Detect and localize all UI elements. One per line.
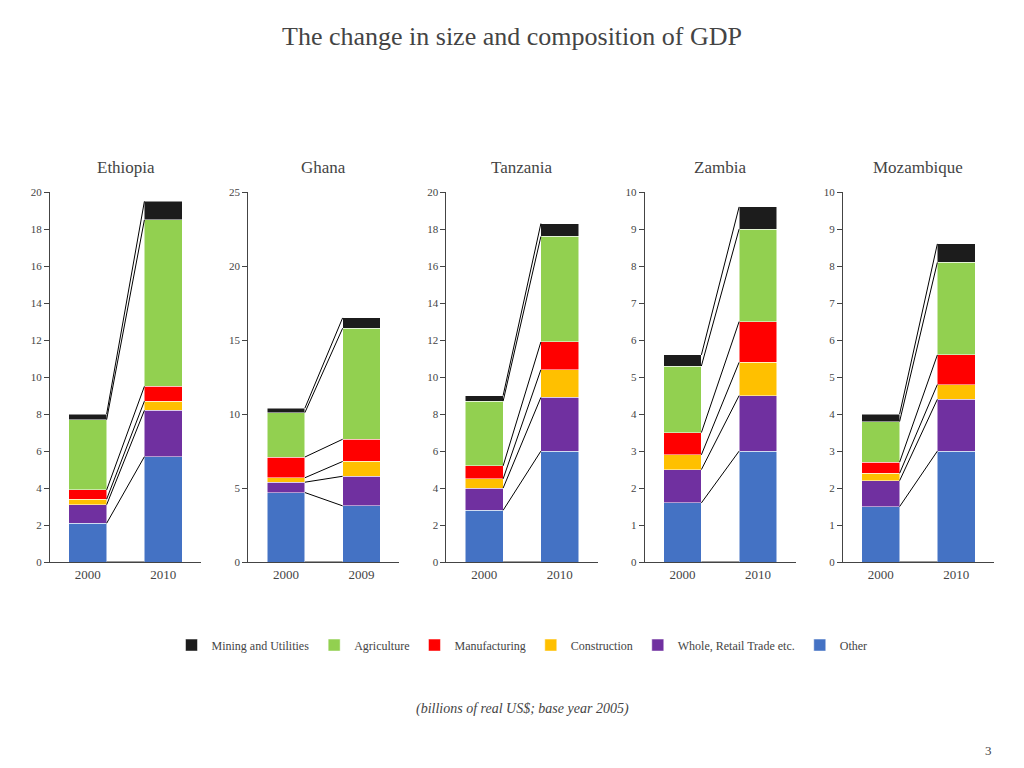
- svg-text:4: 4: [433, 482, 439, 494]
- svg-text:8: 8: [631, 260, 637, 272]
- svg-text:Ethiopia: Ethiopia: [97, 158, 155, 177]
- svg-text:7: 7: [631, 297, 637, 309]
- svg-text:The change in size and composi: The change in size and composition of GD…: [282, 22, 742, 51]
- svg-text:2: 2: [829, 482, 835, 494]
- svg-text:2000: 2000: [669, 567, 695, 582]
- svg-text:Zambia: Zambia: [694, 158, 746, 177]
- svg-text:4: 4: [631, 408, 637, 420]
- svg-text:12: 12: [31, 334, 42, 346]
- svg-text:9: 9: [631, 223, 637, 235]
- svg-text:18: 18: [427, 223, 439, 235]
- svg-text:8: 8: [36, 408, 42, 420]
- svg-text:2: 2: [631, 482, 637, 494]
- svg-text:4: 4: [36, 482, 42, 494]
- svg-text:Construction: Construction: [571, 639, 633, 653]
- svg-text:5: 5: [631, 371, 637, 383]
- svg-text:2000: 2000: [273, 567, 299, 582]
- svg-text:5: 5: [829, 371, 835, 383]
- svg-text:10: 10: [626, 186, 638, 198]
- svg-text:2010: 2010: [745, 567, 771, 582]
- svg-text:3: 3: [985, 743, 992, 758]
- svg-text:18: 18: [31, 223, 43, 235]
- svg-text:(billions of real US$; base ye: (billions of real US$; base year 2005): [416, 701, 629, 717]
- svg-text:2009: 2009: [349, 567, 375, 582]
- svg-text:14: 14: [427, 297, 439, 309]
- svg-text:9: 9: [829, 223, 835, 235]
- svg-text:20: 20: [229, 260, 241, 272]
- svg-text:14: 14: [31, 297, 43, 309]
- svg-text:2010: 2010: [943, 567, 969, 582]
- svg-text:2010: 2010: [547, 567, 573, 582]
- svg-text:12: 12: [427, 334, 438, 346]
- svg-text:10: 10: [824, 186, 836, 198]
- svg-text:Tanzania: Tanzania: [491, 158, 553, 177]
- svg-text:2000: 2000: [868, 567, 894, 582]
- svg-text:0: 0: [829, 556, 835, 568]
- svg-text:Other: Other: [840, 639, 867, 653]
- svg-text:4: 4: [829, 408, 835, 420]
- svg-text:7: 7: [829, 297, 835, 309]
- svg-text:Ghana: Ghana: [301, 158, 346, 177]
- svg-text:10: 10: [427, 371, 439, 383]
- svg-text:6: 6: [829, 334, 835, 346]
- svg-text:Manufacturing: Manufacturing: [454, 639, 525, 653]
- svg-text:20: 20: [31, 186, 43, 198]
- svg-text:8: 8: [829, 260, 835, 272]
- svg-text:3: 3: [829, 445, 835, 457]
- svg-text:1: 1: [829, 519, 835, 531]
- svg-text:0: 0: [631, 556, 637, 568]
- svg-text:Mozambique: Mozambique: [873, 158, 963, 177]
- svg-text:10: 10: [31, 371, 43, 383]
- svg-text:2000: 2000: [75, 567, 101, 582]
- svg-text:2010: 2010: [150, 567, 176, 582]
- svg-text:Mining and Utilities: Mining and Utilities: [212, 639, 310, 653]
- svg-text:5: 5: [235, 482, 241, 494]
- svg-text:0: 0: [36, 556, 42, 568]
- svg-text:2: 2: [433, 519, 439, 531]
- svg-text:15: 15: [229, 334, 241, 346]
- svg-text:20: 20: [427, 186, 439, 198]
- svg-text:2000: 2000: [471, 567, 497, 582]
- svg-text:Whole, Retail Trade etc.: Whole, Retail Trade etc.: [678, 639, 795, 653]
- svg-text:25: 25: [229, 186, 241, 198]
- svg-text:0: 0: [235, 556, 241, 568]
- svg-text:8: 8: [433, 408, 439, 420]
- svg-text:3: 3: [631, 445, 637, 457]
- svg-text:16: 16: [427, 260, 439, 272]
- svg-text:0: 0: [433, 556, 439, 568]
- svg-text:10: 10: [229, 408, 241, 420]
- svg-text:6: 6: [433, 445, 439, 457]
- svg-text:Agriculture: Agriculture: [354, 639, 409, 653]
- svg-text:1: 1: [631, 519, 637, 531]
- svg-text:2: 2: [36, 519, 42, 531]
- svg-text:16: 16: [31, 260, 43, 272]
- svg-text:6: 6: [631, 334, 637, 346]
- svg-text:6: 6: [36, 445, 42, 457]
